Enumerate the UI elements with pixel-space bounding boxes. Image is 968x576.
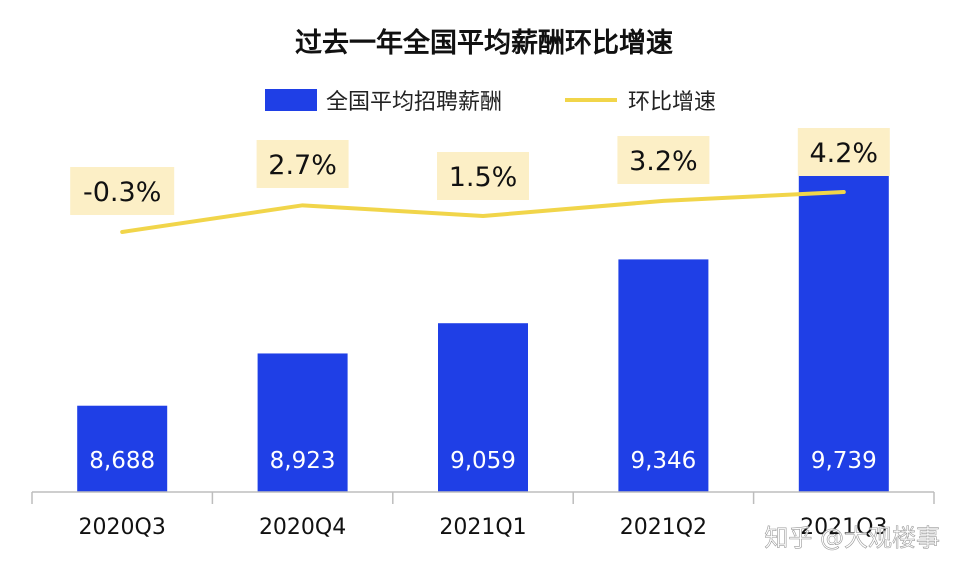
growth-label: 1.5%	[449, 162, 518, 193]
x-tick-label: 2021Q2	[620, 515, 707, 540]
bar-value-label: 8,688	[89, 448, 155, 474]
growth-label-bg	[256, 140, 349, 188]
bar-value-label: 8,923	[270, 448, 336, 474]
watermark: 知乎 @大观楼事	[764, 524, 940, 552]
bar	[438, 323, 528, 492]
legend-label-line: 环比增速	[628, 90, 716, 115]
bar	[257, 353, 348, 492]
x-tick-label: 2021Q1	[439, 515, 526, 540]
growth-label-bg	[70, 167, 175, 215]
growth-label: 3.2%	[629, 146, 698, 177]
bar-label-group: 8,688 8,923 9,059 9,346 9,739	[89, 448, 876, 474]
chart-title: 过去一年全国平均薪酬环比增速	[295, 27, 673, 59]
x-tick-label: 2020Q3	[79, 515, 166, 540]
legend: 全国平均招聘薪酬 环比增速	[265, 89, 716, 115]
growth-label: -0.3%	[83, 177, 161, 208]
growth-line-group	[120, 190, 846, 234]
x-tick-mark-group	[31, 492, 935, 504]
bar-value-label: 9,059	[450, 448, 516, 474]
bar	[618, 259, 709, 492]
bar-value-label: 9,346	[630, 448, 696, 474]
growth-label-bg	[797, 128, 890, 176]
x-tick-label-group: 2020Q3 2020Q4 2021Q1 2021Q2 2021Q3	[79, 515, 888, 540]
x-tick-label: 2020Q4	[259, 515, 346, 540]
bar	[77, 405, 168, 492]
growth-label: 4.2%	[809, 138, 878, 169]
legend-label-bar: 全国平均招聘薪酬	[326, 90, 502, 115]
bar	[798, 172, 889, 492]
growth-line	[120, 190, 846, 234]
growth-label-bg	[437, 152, 529, 200]
legend-swatch-bar	[265, 89, 317, 111]
growth-label: 2.7%	[268, 150, 337, 181]
bar-value-label: 9,739	[811, 448, 877, 474]
growth-label-group: -0.3% 2.7% 1.5% 3.2% 4.2%	[70, 128, 890, 215]
bar-group	[77, 172, 889, 492]
growth-label-bg	[617, 136, 710, 184]
x-tick-label: 2021Q3	[800, 515, 887, 540]
